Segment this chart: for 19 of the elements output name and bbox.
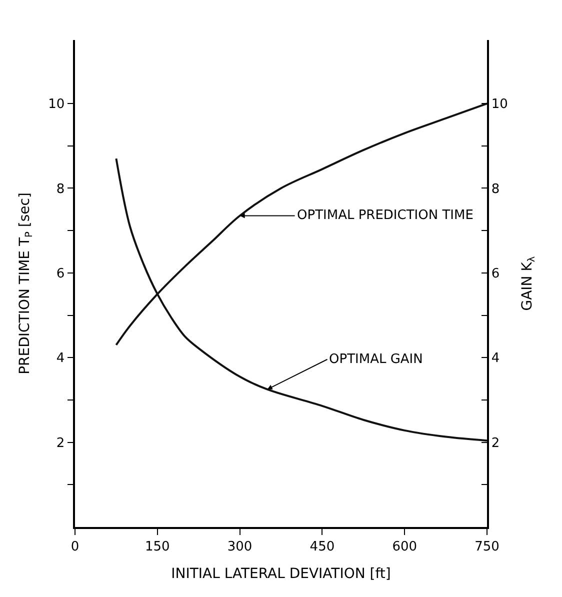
y2-tick-label: 8 [491, 182, 500, 197]
x-tick-label: 600 [392, 539, 418, 554]
x-tick-label: 750 [474, 539, 500, 554]
y-tick-label: 2 [56, 436, 65, 451]
x-axis-title: INITIAL LATERAL DEVIATION [ft] [171, 566, 391, 582]
y-tick-label: 6 [56, 266, 65, 282]
annotation: OPTIMAL PREDICTION TIME [297, 208, 474, 223]
x-tick-label: 300 [227, 539, 252, 554]
y2-tick-label: 6 [491, 266, 500, 282]
y-tick-label: 4 [56, 351, 65, 366]
y2-tick-label: 2 [491, 436, 500, 451]
y-tick-label: 8 [56, 182, 65, 197]
annotation: OPTIMAL GAIN [329, 352, 423, 367]
y-tick-label: 10 [48, 97, 65, 112]
x-tick-label: 0 [70, 539, 80, 554]
x-tick-label: 150 [144, 539, 170, 554]
y2-tick-label: 4 [491, 351, 500, 366]
y2-tick-label: 10 [491, 97, 508, 112]
x-tick-label: 450 [310, 539, 335, 554]
